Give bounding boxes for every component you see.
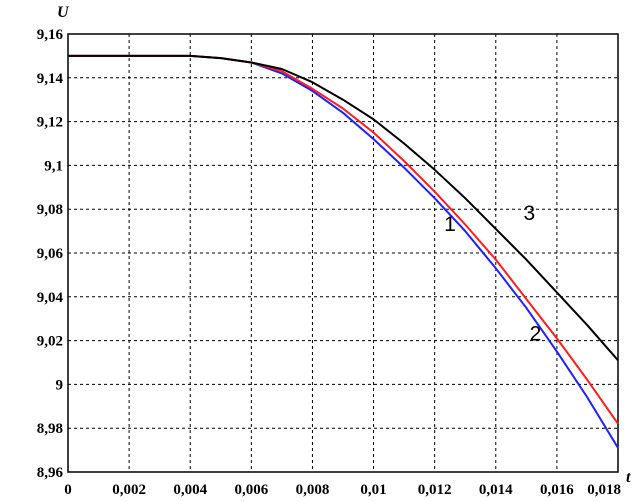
y-axis-title: U	[57, 4, 70, 21]
curve-label-2: 2	[530, 323, 542, 346]
y-tick-label: 8,98	[37, 421, 63, 437]
curve-labels: 1 2 3	[444, 202, 541, 345]
grid-lines	[68, 34, 618, 472]
y-tick-label: 9,06	[37, 246, 64, 262]
series-line-2	[68, 54, 619, 425]
x-tick-label: 0,01	[360, 482, 386, 498]
y-tick-labels: 8,96 8,98 9 9,02 9,04 9,06 9,08 9,1 9,12 9,14 9,16	[37, 27, 64, 481]
y-tick-label: 9,16	[37, 27, 64, 43]
y-tick-label: 9,04	[37, 290, 64, 306]
x-tick-label: 0,004	[173, 482, 207, 498]
y-tick-label: 9,14	[37, 71, 64, 87]
series-line-1	[68, 54, 619, 449]
y-tick-label: 9	[56, 377, 64, 393]
series-line-3	[68, 54, 619, 361]
y-tick-label: 9,08	[37, 202, 63, 218]
y-tick-label: 9,1	[44, 158, 63, 174]
x-axis-title: t	[626, 469, 631, 486]
x-tick-label: 0,016	[540, 482, 574, 498]
x-tick-labels: 0 0,002 0,004 0,006 0,008 0,01 0,012 0,014 0,016…	[64, 482, 621, 498]
x-tick-label: 0,018	[587, 482, 621, 498]
x-tick-label: 0,008	[296, 482, 330, 498]
x-tick-label: 0	[64, 482, 72, 498]
curve-label-1: 1	[444, 213, 456, 236]
x-tick-label: 0,002	[112, 482, 146, 498]
x-tick-label: 0,012	[418, 482, 452, 498]
plot-frame	[67, 33, 619, 473]
curve-label-3: 3	[524, 202, 536, 225]
x-tick-label: 0,006	[234, 482, 268, 498]
y-tick-label: 9,12	[37, 115, 63, 131]
x-tick-label: 0,014	[479, 482, 513, 498]
y-tick-label: 8,96	[37, 465, 64, 481]
y-tick-label: 9,02	[37, 334, 63, 350]
series-lines	[68, 54, 619, 449]
